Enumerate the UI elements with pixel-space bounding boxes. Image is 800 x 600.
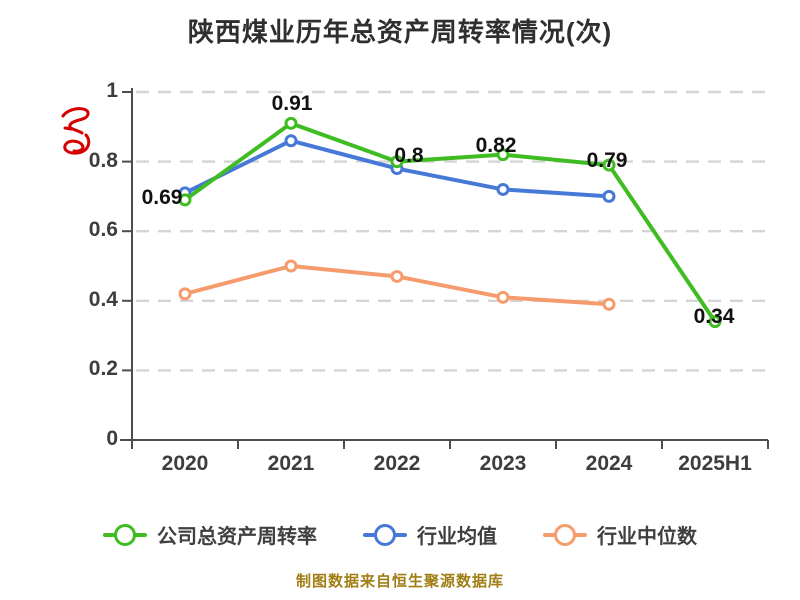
y-tick-label: 0: [106, 427, 118, 450]
data-point-label: 0.79: [586, 149, 628, 173]
legend-item-company-turnover[interactable]: 公司总资产周转率: [103, 520, 317, 549]
data-point-label: 0.91: [271, 92, 313, 116]
data-point-label: 0.8: [394, 143, 424, 167]
data-point-label: 0.69: [141, 185, 183, 209]
y-tick-label: 0.8: [88, 148, 118, 172]
x-tick-label: 2023: [479, 452, 527, 475]
x-tick-label: 2024: [585, 452, 633, 475]
legend-marker-green-icon: [103, 523, 147, 546]
legend-label: 公司总资产周转率: [157, 526, 317, 548]
legend: 公司总资产周转率 行业均值 行业中位数: [0, 520, 800, 549]
y-tick-label: 1: [106, 79, 118, 102]
legend-label: 行业均值: [417, 526, 497, 548]
chart-title: 陕西煤业历年总资产周转率情况(次): [187, 17, 613, 47]
x-tick-label: 2025H1: [678, 452, 752, 475]
legend-marker-blue-icon: [363, 523, 407, 546]
y-tick-label: 0.6: [88, 218, 118, 242]
data-point-label: 0.34: [693, 304, 735, 328]
x-tick-label: 2021: [267, 452, 315, 475]
legend-item-industry-mean[interactable]: 行业均值: [363, 520, 497, 549]
y-tick-label: 0.2: [88, 357, 118, 381]
red-watermark-icon: [61, 107, 91, 155]
data-point-label: 0.82: [475, 133, 517, 157]
data-source-credit: 制图数据来自恒生聚源数据库: [295, 573, 504, 590]
legend-label: 行业中位数: [597, 526, 697, 548]
legend-item-industry-median[interactable]: 行业中位数: [543, 520, 697, 549]
x-tick-label: 2020: [161, 452, 209, 475]
x-tick-label: 2022: [373, 452, 421, 475]
legend-marker-orange-icon: [543, 523, 587, 546]
y-tick-label: 0.4: [88, 287, 118, 311]
